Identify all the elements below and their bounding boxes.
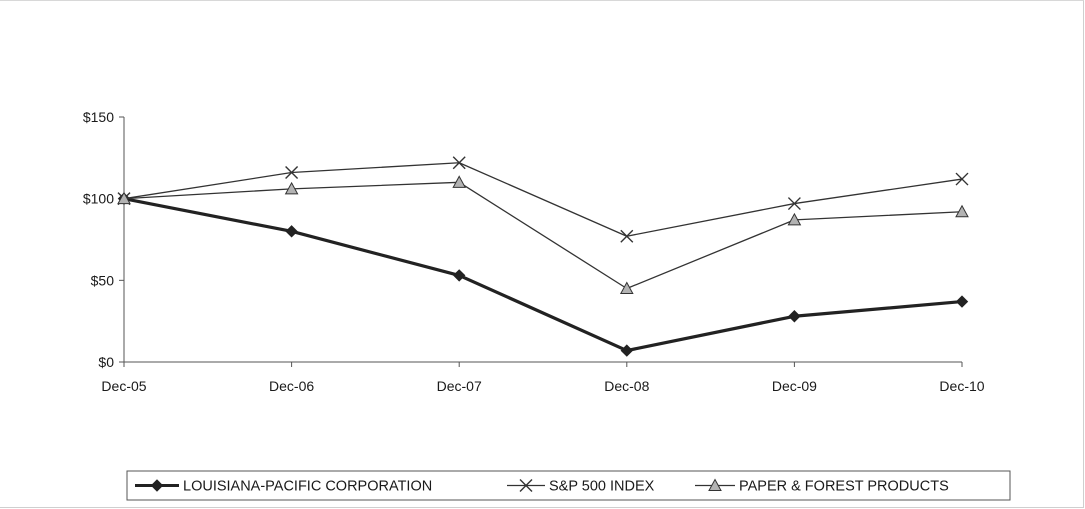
legend: LOUISIANA-PACIFIC CORPORATION S&P 500 IND… bbox=[126, 470, 1011, 501]
x-tick-label: Dec-10 bbox=[939, 378, 984, 394]
axes: $0 $50 $100 $150 Dec-05 Dec-06 Dec-07 Dec-08 Dec… bbox=[83, 109, 985, 394]
x-tick-label: Dec-09 bbox=[772, 378, 817, 394]
y-tick-label: $100 bbox=[83, 191, 114, 207]
series-line bbox=[123, 181, 963, 290]
series-line bbox=[123, 197, 963, 353]
data-point bbox=[452, 269, 466, 282]
data-point bbox=[788, 310, 801, 323]
y-tick-label: $50 bbox=[91, 272, 115, 288]
data-point bbox=[117, 191, 131, 205]
x-marker-stroke bbox=[285, 166, 299, 180]
legend-marker bbox=[150, 479, 164, 492]
x-tick-label: Dec-06 bbox=[269, 378, 314, 394]
series-layer bbox=[117, 156, 969, 357]
data-point bbox=[284, 181, 299, 195]
x-marker-stroke bbox=[620, 229, 634, 243]
series-0 bbox=[117, 192, 969, 357]
data-point bbox=[955, 172, 969, 186]
x-marker-stroke bbox=[519, 479, 533, 492]
legend-item-1: S&P 500 INDEX bbox=[507, 479, 655, 495]
x-tick-label: Dec-08 bbox=[604, 378, 649, 394]
legend-box bbox=[126, 470, 1011, 501]
legend-label: PAPER & FOREST PRODUCTS bbox=[739, 479, 949, 495]
legend-item-0: LOUISIANA-PACIFIC CORPORATION bbox=[135, 479, 432, 495]
data-point bbox=[452, 156, 466, 170]
data-point bbox=[452, 175, 467, 188]
x-marker-stroke bbox=[955, 172, 969, 186]
data-point bbox=[285, 225, 298, 238]
data-point bbox=[955, 295, 969, 308]
x-marker-stroke bbox=[787, 197, 801, 211]
y-tick-label: $0 bbox=[98, 354, 114, 370]
data-point bbox=[619, 281, 634, 294]
series-1 bbox=[117, 156, 969, 243]
data-point bbox=[620, 344, 634, 357]
legend-label: LOUISIANA-PACIFIC CORPORATION bbox=[183, 479, 432, 495]
series-2 bbox=[117, 175, 969, 294]
series-line bbox=[123, 162, 963, 237]
y-tick-label: $150 bbox=[83, 109, 114, 125]
data-point bbox=[787, 197, 801, 211]
data-point bbox=[787, 212, 802, 226]
data-point bbox=[955, 204, 969, 218]
x-tick-label: Dec-07 bbox=[437, 378, 482, 394]
legend-item-2: PAPER & FOREST PRODUCTS bbox=[695, 478, 949, 495]
legend-label: S&P 500 INDEX bbox=[549, 479, 655, 495]
x-tick-label: Dec-05 bbox=[101, 378, 146, 394]
x-marker-stroke bbox=[452, 156, 466, 170]
data-point bbox=[620, 229, 634, 243]
legend-marker bbox=[519, 479, 533, 492]
data-point bbox=[285, 166, 299, 180]
legend-marker bbox=[708, 478, 722, 491]
